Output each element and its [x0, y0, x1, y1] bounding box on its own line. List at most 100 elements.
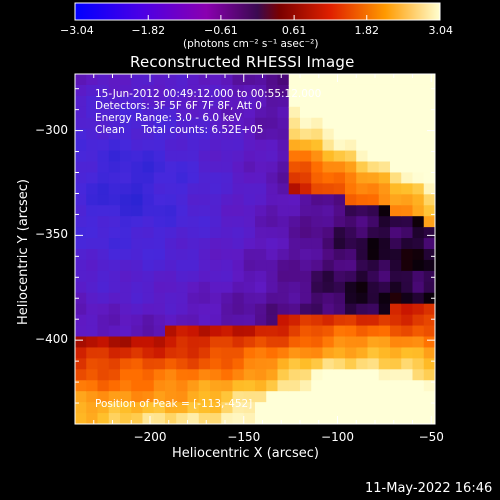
heatmap-cell — [86, 117, 99, 130]
heatmap-cell — [423, 238, 435, 250]
heatmap-cell — [288, 150, 301, 163]
heatmap-cell — [243, 139, 256, 152]
heatmap-cell — [232, 303, 245, 316]
heatmap-cell — [401, 238, 414, 250]
heatmap-cell — [311, 216, 324, 228]
heatmap-cell — [345, 128, 357, 141]
heatmap-cell — [142, 358, 155, 370]
heatmap-cell — [108, 380, 121, 392]
heatmap-cell — [86, 281, 99, 294]
heatmap-cell — [311, 270, 324, 283]
heatmap-cell — [97, 238, 110, 250]
heatmap-cell — [401, 402, 414, 414]
heatmap-cell — [187, 139, 200, 152]
heatmap-cell — [75, 183, 87, 195]
heatmap-cell — [142, 74, 155, 86]
heatmap-cell — [221, 249, 234, 261]
heatmap-cell — [187, 194, 200, 206]
heatmap-cell — [333, 369, 346, 381]
heatmap-cell — [97, 347, 110, 359]
heatmap-cell — [165, 74, 177, 86]
heatmap-cell — [142, 172, 155, 184]
heatmap-cell — [367, 238, 380, 250]
heatmap-cell — [232, 106, 245, 119]
heatmap-cell — [367, 270, 380, 283]
heatmap-cell — [232, 74, 245, 86]
heatmap-cell — [322, 380, 335, 392]
heatmap-cell — [210, 391, 222, 403]
heatmap-cell — [401, 106, 414, 119]
heatmap-cell — [378, 161, 391, 174]
heatmap-cell — [266, 150, 279, 163]
heatmap-cell — [75, 391, 87, 403]
heatmap-cell — [198, 281, 211, 294]
heatmap-cell — [300, 106, 312, 119]
heatmap-cell — [300, 281, 312, 294]
heatmap-cell — [221, 281, 234, 294]
heatmap-cell — [300, 238, 312, 250]
heatmap-cell — [277, 380, 290, 392]
heatmap-cell — [412, 259, 425, 272]
heatmap-cell — [356, 205, 369, 217]
heatmap-cell — [187, 391, 200, 403]
heatmap-cell — [356, 358, 369, 370]
heatmap-cell — [390, 172, 402, 184]
heatmap-cell — [311, 106, 324, 119]
heatmap-cell — [86, 347, 99, 359]
heatmap-cell — [131, 303, 144, 316]
heatmap-cell — [131, 161, 144, 174]
heatmap-cell — [176, 347, 189, 359]
heatmap-cell — [401, 194, 414, 206]
heatmap-cell — [187, 249, 200, 261]
heatmap-cell — [423, 281, 435, 294]
colorbar-tick-label: 1.82 — [354, 24, 380, 37]
heatmap-cell — [255, 391, 267, 403]
heatmap-cell — [390, 117, 402, 130]
heatmap-cell — [255, 314, 267, 327]
heatmap-cell — [378, 205, 391, 217]
heatmap-cell — [187, 106, 200, 119]
heatmap-cell — [210, 413, 222, 424]
heatmap-cell — [75, 216, 87, 228]
heatmap-cell — [333, 183, 346, 195]
heatmap-cell — [322, 270, 335, 283]
heatmap-cell — [142, 303, 155, 316]
heatmap-cell — [176, 369, 189, 381]
heatmap-cell — [390, 139, 402, 152]
heatmap-cell — [243, 84, 256, 97]
heatmap-cell — [277, 74, 290, 86]
colorbar-tick-label: 0.61 — [281, 24, 307, 37]
heatmap-cell — [153, 281, 166, 294]
heatmap-cell — [108, 281, 121, 294]
heatmap-cell — [300, 292, 312, 305]
heatmap-cell — [142, 216, 155, 228]
heatmap-cell — [86, 336, 99, 349]
heatmap-cell — [210, 227, 222, 239]
heatmap-cell — [311, 183, 324, 195]
heatmap-cell — [221, 84, 234, 97]
heatmap-cell — [142, 391, 155, 403]
heatmap-cell — [243, 336, 256, 349]
heatmap-cell — [401, 216, 414, 228]
heatmap-cell — [153, 194, 166, 206]
heatmap-cell — [131, 325, 144, 338]
heatmap-cell — [75, 380, 87, 392]
heatmap-cell — [277, 281, 290, 294]
heatmap-cell — [153, 117, 166, 130]
heatmap-cell — [255, 74, 267, 86]
heatmap-cell — [322, 95, 335, 108]
heatmap-cell — [142, 106, 155, 119]
heatmap-cell — [131, 402, 144, 414]
heatmap-cell — [97, 216, 110, 228]
heatmap-cell — [120, 325, 132, 338]
heatmap-cell — [176, 194, 189, 206]
heatmap-cell — [300, 84, 312, 97]
heatmap-cell — [311, 150, 324, 163]
heatmap-cell — [300, 402, 312, 414]
heatmap-cell — [120, 128, 132, 141]
heatmap-cell — [266, 358, 279, 370]
heatmap-cell — [153, 402, 166, 414]
heatmap-cell — [378, 369, 391, 381]
heatmap-cell — [378, 270, 391, 283]
heatmap-cell — [277, 347, 290, 359]
